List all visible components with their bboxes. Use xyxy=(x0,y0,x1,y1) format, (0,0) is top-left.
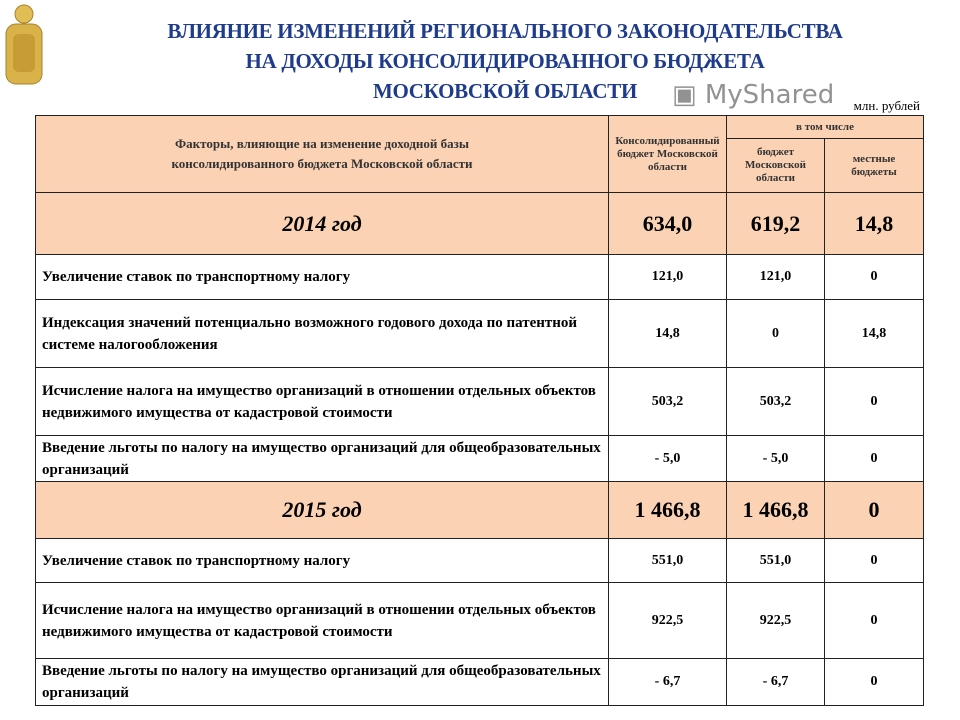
unit-label: млн. рублей xyxy=(853,98,920,113)
row-value: 0 xyxy=(824,367,924,436)
table-row: Увеличение ставок по транспортному налог… xyxy=(35,254,924,300)
row-label: Введение льготы по налогу на имущество о… xyxy=(35,658,609,706)
row-value: 14,8 xyxy=(608,299,727,368)
row-label: Увеличение ставок по транспортному налог… xyxy=(35,254,609,300)
row-value: 0 xyxy=(824,658,924,706)
watermark-logo: ▣ MyShared xyxy=(672,80,835,110)
row-label: Индексация значений потенциально возможн… xyxy=(35,299,609,368)
row-value: 0 xyxy=(824,435,924,482)
row-value: - 5,0 xyxy=(608,435,727,482)
row-label: Введение льготы по налогу на имущество о… xyxy=(35,435,609,482)
table-row: Введение льготы по налогу на имущество о… xyxy=(35,435,924,482)
header-local: местные бюджеты xyxy=(824,138,924,193)
row-value: 634,0 xyxy=(608,192,727,255)
row-value: - 6,7 xyxy=(608,658,727,706)
row-label: Исчисление налога на имущество организац… xyxy=(35,367,609,436)
row-value: 1 466,8 xyxy=(608,481,727,539)
row-label: 2014 год xyxy=(35,192,609,255)
row-value: 121,0 xyxy=(608,254,727,300)
row-value: - 6,7 xyxy=(726,658,825,706)
header-including: в том числе xyxy=(726,115,924,139)
row-label: Исчисление налога на имущество организац… xyxy=(35,582,609,659)
header-consolidated: Консолидированный бюджет Московской обла… xyxy=(608,115,727,193)
row-value: 503,2 xyxy=(608,367,727,436)
row-value: 551,0 xyxy=(726,538,825,583)
row-value: - 5,0 xyxy=(726,435,825,482)
year-row: 2014 год 634,0 619,2 14,8 xyxy=(35,192,924,255)
title-line: ВЛИЯНИЕ ИЗМЕНЕНИЙ РЕГИОНАЛЬНОГО ЗАКОНОДА… xyxy=(167,19,843,43)
header-regional: бюджет Московской области xyxy=(726,138,825,193)
table-row: Исчисление налога на имущество организац… xyxy=(35,582,924,659)
row-value: 0 xyxy=(824,481,924,539)
table-row: Исчисление налога на имущество организац… xyxy=(35,367,924,436)
watermark-text: MyShared xyxy=(704,80,835,110)
table-row: Введение льготы по налогу на имущество о… xyxy=(35,658,924,706)
row-value: 922,5 xyxy=(608,582,727,659)
row-label: Увеличение ставок по транспортному налог… xyxy=(35,538,609,583)
revenue-table: Факторы, влияющие на изменение доходной … xyxy=(35,115,924,706)
year-row: 2015 год 1 466,8 1 466,8 0 xyxy=(35,481,924,539)
row-value: 503,2 xyxy=(726,367,825,436)
title-line: МОСКОВСКОЙ ОБЛАСТИ xyxy=(373,79,637,103)
row-value: 0 xyxy=(824,582,924,659)
page-title: ВЛИЯНИЕ ИЗМЕНЕНИЙ РЕГИОНАЛЬНОГО ЗАКОНОДА… xyxy=(90,16,920,106)
row-value: 619,2 xyxy=(726,192,825,255)
row-value: 121,0 xyxy=(726,254,825,300)
row-value: 922,5 xyxy=(726,582,825,659)
row-value: 551,0 xyxy=(608,538,727,583)
row-label: 2015 год xyxy=(35,481,609,539)
header-factors: Факторы, влияющие на изменение доходной … xyxy=(35,115,609,193)
row-value: 14,8 xyxy=(824,299,924,368)
row-value: 0 xyxy=(726,299,825,368)
row-value: 14,8 xyxy=(824,192,924,255)
table-row: Увеличение ставок по транспортному налог… xyxy=(35,538,924,583)
table-row: Индексация значений потенциально возможн… xyxy=(35,299,924,368)
row-value: 0 xyxy=(824,254,924,300)
moscow-oblast-coat-of-arms-icon xyxy=(5,4,43,85)
row-value: 1 466,8 xyxy=(726,481,825,539)
row-value: 0 xyxy=(824,538,924,583)
title-line: НА ДОХОДЫ КОНСОЛИДИРОВАННОГО БЮДЖЕТА xyxy=(245,49,765,73)
